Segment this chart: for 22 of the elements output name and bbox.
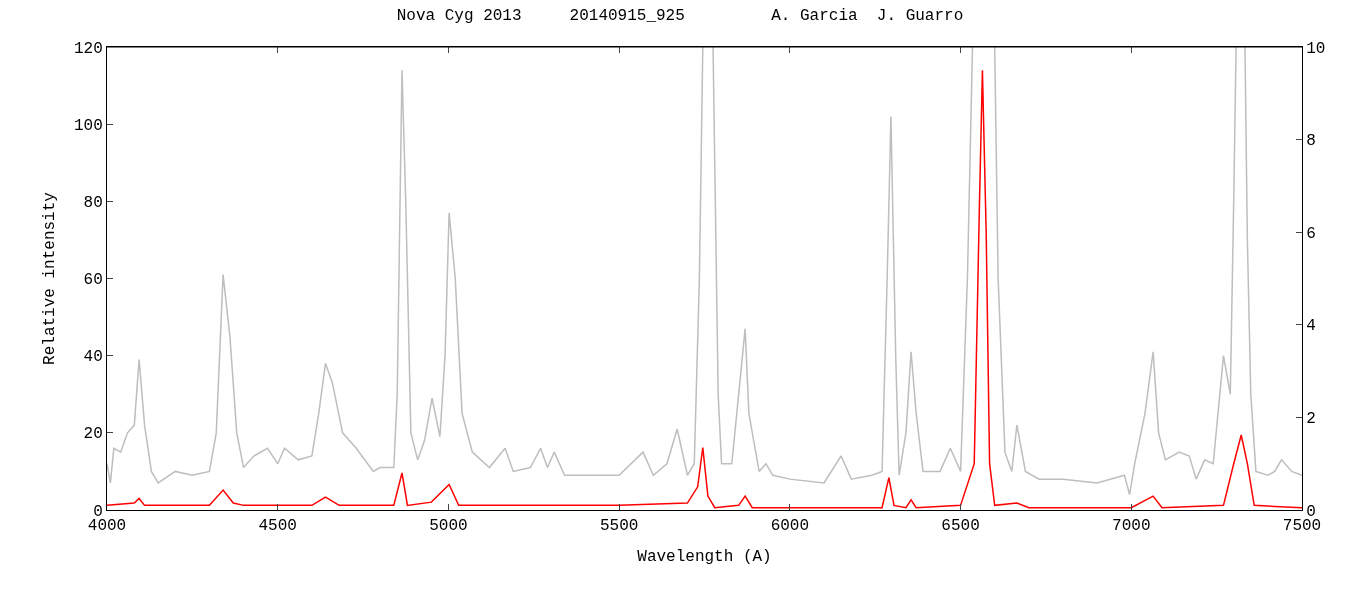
x-tick-label: 6000 bbox=[770, 517, 810, 536]
x-tick-label: 6500 bbox=[941, 517, 980, 536]
y2-tick-label: 4 bbox=[1306, 317, 1316, 336]
chart-title: Nova Cyg 2013 20140915_925 A. Garcia J. Guarro bbox=[396, 7, 964, 26]
x-tick-label: 7000 bbox=[1112, 517, 1151, 536]
x-tick-label: 5500 bbox=[599, 517, 639, 536]
y2-tick-label: 8 bbox=[1306, 132, 1316, 151]
y-tick-label: 80 bbox=[83, 193, 103, 212]
y-tick-label: 60 bbox=[83, 271, 103, 290]
x-tick-label: 4000 bbox=[87, 517, 127, 536]
y2-tick-label: 2 bbox=[1306, 410, 1316, 428]
y-axis-title: Relative intensity bbox=[40, 191, 59, 365]
y2-tick-label: 10 bbox=[1306, 39, 1326, 58]
x-tick-label: 7500 bbox=[1282, 517, 1322, 536]
x-axis-title: Wavelength (A) bbox=[637, 547, 772, 566]
y-tick-label: 100 bbox=[73, 116, 103, 135]
y-tick-label: 120 bbox=[73, 39, 103, 58]
y-tick-label: 20 bbox=[83, 425, 103, 444]
x-tick-label: 5000 bbox=[429, 517, 468, 536]
y-tick-label: 40 bbox=[83, 348, 103, 367]
y2-tick-label: 6 bbox=[1306, 224, 1316, 243]
x-tick-label: 4500 bbox=[258, 517, 297, 536]
